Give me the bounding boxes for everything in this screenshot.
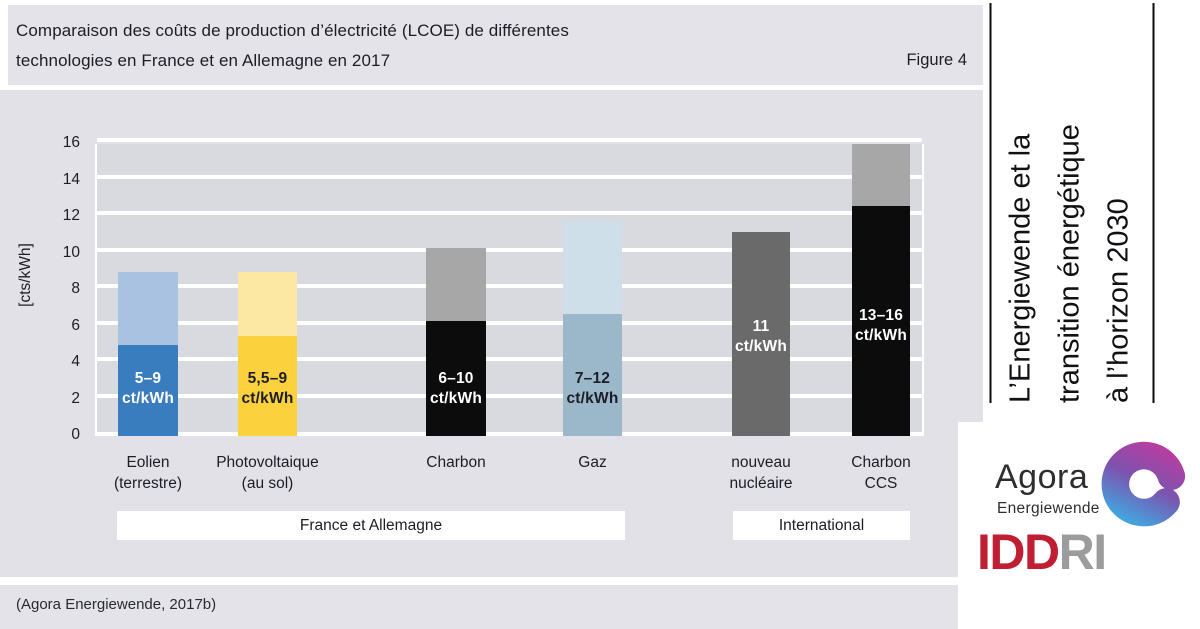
category-label-charbon-ccs: Charbon CCS — [851, 454, 911, 492]
bar-nouveau-nucleaire-segment-1 — [732, 231, 790, 436]
group-box-1: France et Allemagne — [117, 511, 625, 540]
bar-gaz-segment-2 — [563, 220, 622, 314]
bar-photovoltaique-au-sol-value-label: 5,5–9 ct/kWh — [241, 369, 294, 407]
category-label-photovoltaique-au-sol: Photovoltaique (au sol) — [216, 454, 319, 492]
bar-photovoltaique-au-sol-segment-2 — [238, 271, 297, 336]
figure-number: Figure 4 — [906, 51, 967, 69]
bar-charbon: 6–10 ct/kWh — [426, 248, 486, 436]
logo-panel: Agora Energiewende IDDRI — [958, 422, 1200, 629]
iddri-logo: IDDRI — [977, 523, 1108, 581]
report-title-line2: transition énergétique — [1053, 124, 1086, 403]
bar-eolien-terrestre: 5–9 ct/kWh — [118, 271, 178, 436]
category-label-nouveau-nucleaire: nouveau nucléaire — [729, 454, 793, 492]
bar-photovoltaique-au-sol: 5,5–9 ct/kWh — [238, 271, 297, 436]
report-title-line3: à l’horizon 2030 — [1102, 198, 1135, 403]
bar-gaz-value-label: 7–12 ct/kWh — [566, 369, 619, 407]
bar-gaz-segment-1 — [563, 313, 622, 436]
gridline-6 — [97, 320, 922, 325]
iddri-logo-gray-part: RI — [1058, 524, 1108, 580]
gridline-16 — [97, 138, 922, 142]
ytick-4: 4 — [71, 353, 80, 370]
bar-nouveau-nucleaire-value-label: 11 ct/kWh — [734, 318, 787, 356]
ytick-2: 2 — [71, 389, 80, 407]
bar-nouveau-nucleaire: 11 ct/kWh — [732, 231, 790, 436]
bar-photovoltaique-au-sol-segment-1 — [238, 335, 297, 436]
category-label-gaz: Gaz — [578, 454, 607, 471]
bar-gaz: 7–12 ct/kWh — [563, 220, 622, 436]
ytick-16: 16 — [62, 134, 80, 151]
category-label-eolien-terrestre: Eolien (terrestre) — [113, 454, 183, 492]
ytick-6: 6 — [71, 316, 80, 334]
figure-title-line2: technologies en France et en Allemagne e… — [16, 51, 391, 70]
ytick-0: 0 — [71, 426, 80, 443]
report-title-rotated: L’Energiewende et la transition énergéti… — [989, 3, 1155, 403]
chart-area: [cts/kWh] 0 2 4 6 8 10 12 14 16 5–9 ct/kWh 5,5–9 ct… — [0, 90, 983, 577]
agora-logo-text: Agora — [995, 458, 1089, 496]
source-citation: (Agora Energiewende, 2017b) — [16, 596, 217, 613]
ytick-10: 10 — [62, 243, 80, 261]
category-label-charbon: Charbon — [426, 454, 486, 471]
bars-layer: 5–9 ct/kWh 5,5–9 ct/kWh 6–10 ct/kWh 7–12 ct/kWh… — [0, 144, 983, 436]
gridline-4 — [97, 357, 922, 361]
figure-header: Comparaison des coûts de production d’él… — [8, 5, 983, 85]
group-box-2: International — [733, 511, 910, 540]
ytick-14: 14 — [62, 170, 80, 188]
gridline-14 — [97, 174, 922, 179]
bar-charbon-ccs-segment-2 — [852, 144, 910, 207]
figure-footer: (Agora Energiewende, 2017b) — [0, 585, 983, 629]
bar-eolien-terrestre-value-label: 5–9 ct/kWh — [121, 369, 174, 407]
bar-charbon-ccs-value-label: 13–16 ct/kWh — [854, 306, 907, 344]
bar-charbon-segment-2 — [426, 248, 486, 322]
iddri-logo-red-part: IDD — [977, 524, 1060, 580]
agora-logo-subtext: Energiewende — [997, 500, 1100, 517]
gridline-12 — [97, 211, 922, 215]
bar-eolien-terrestre-segment-2 — [118, 271, 178, 345]
gridline-10 — [97, 247, 922, 252]
gridline-2 — [97, 393, 922, 398]
gridline-8 — [97, 284, 922, 288]
ytick-12: 12 — [62, 207, 80, 224]
bar-charbon-value-label: 6–10 ct/kWh — [429, 369, 482, 407]
agora-swirl-icon — [1101, 441, 1186, 527]
ytick-8: 8 — [71, 280, 80, 297]
bar-charbon-segment-1 — [426, 321, 486, 436]
bar-charbon-ccs: 13–16 ct/kWh — [852, 144, 910, 436]
bar-eolien-terrestre-segment-1 — [118, 344, 178, 436]
bar-charbon-ccs-segment-1 — [852, 206, 910, 436]
report-title-line1: L’Energiewende et la — [1004, 133, 1037, 403]
figure-title-line1: Comparaison des coûts de production d’él… — [16, 21, 569, 40]
